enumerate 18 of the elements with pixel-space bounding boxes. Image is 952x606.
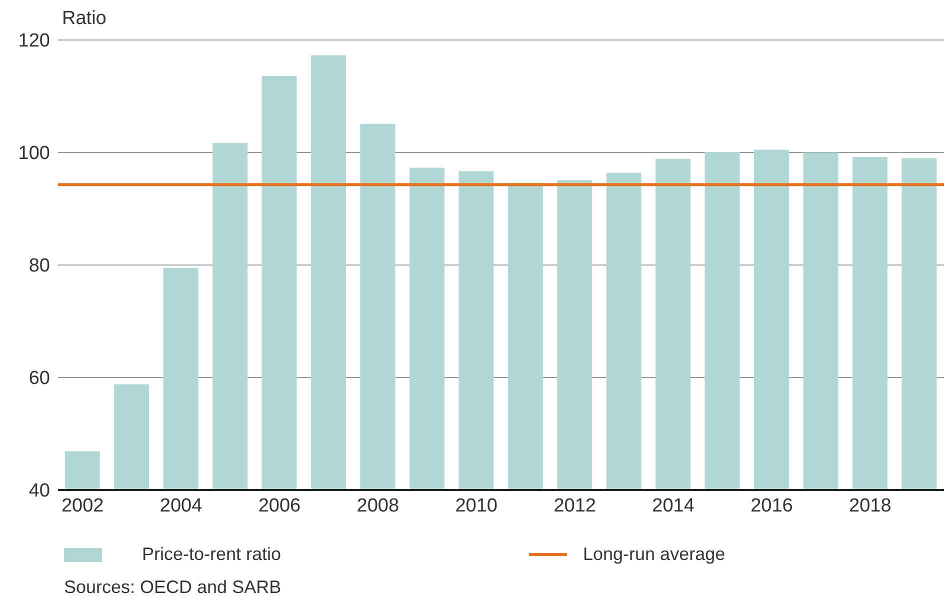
x-tick-label: 2008 [356,495,400,516]
legend-label: Long-run average [583,544,726,565]
x-tick-label: 2002 [61,495,104,516]
y-tick-label: 100 [18,143,50,164]
y-axis-title: Ratio [62,8,108,30]
x-tick-label: 2010 [455,495,498,516]
x-tick-label: 2006 [258,495,301,516]
x-tick-label: 2016 [750,495,793,516]
x-tick-label: 2018 [849,495,892,516]
x-tick-label: 2004 [160,495,203,516]
x-tick-label: 2012 [554,495,596,516]
x-tick-label: 2014 [652,495,695,516]
y-tick-label: 60 [28,368,50,390]
source-note: Sources: OECD and SARB [64,577,282,598]
y-tick-label: 80 [28,256,50,277]
y-tick-label: 40 [28,480,50,502]
legend-label: Price-to-rent ratio [142,544,282,565]
y-tick-label: 120 [18,30,50,52]
